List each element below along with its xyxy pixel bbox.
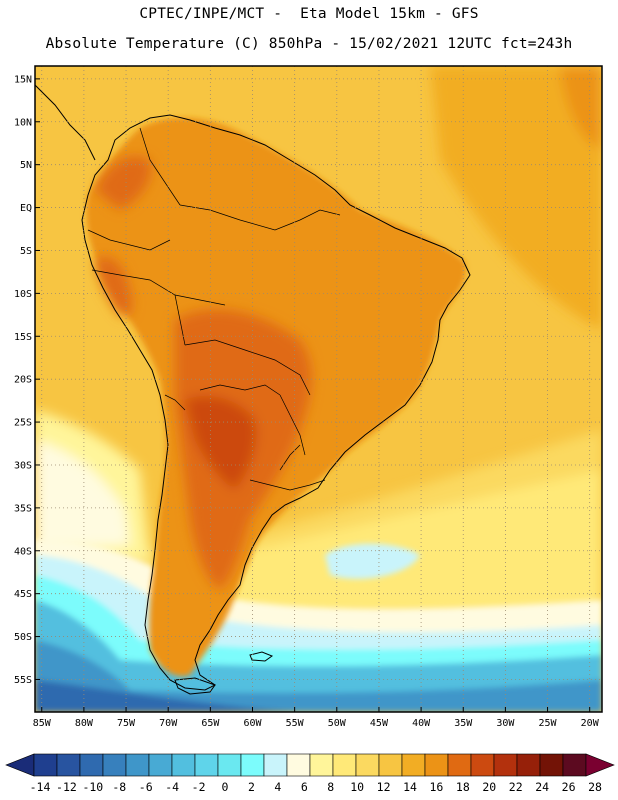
longitude-axis: 85W 80W 75W 70W 65W 60W 55W 50W 45W 40W 35W 30W 25W 2…	[33, 707, 600, 729]
lat-tick-label: 45S	[14, 589, 32, 600]
lat-tick-label: 25S	[14, 418, 32, 429]
lat-tick-label: 50S	[14, 632, 32, 643]
lat-tick-label: 5S	[20, 246, 32, 257]
lon-tick-label: 35W	[454, 718, 473, 729]
ocean-warm-ne	[430, 66, 602, 330]
colorbar-label: 4	[274, 780, 281, 794]
north-hot-spot	[95, 156, 151, 210]
cold-band-blue	[35, 640, 602, 712]
colorbar-label: 26	[562, 780, 576, 794]
colorbar-swatch	[217, 753, 242, 777]
colorbar-swatch	[125, 753, 150, 777]
ocean-orange-ne	[560, 66, 602, 150]
colorbar-swatch	[470, 753, 495, 777]
colorbar-label: 22	[509, 780, 523, 794]
lat-tick-label: 10S	[14, 289, 32, 300]
colorbar-label: -4	[165, 780, 179, 794]
falkland-islands	[249, 651, 274, 662]
cold-spot-atlantic	[325, 543, 420, 579]
colorbar-swatch	[424, 753, 449, 777]
colorbar-swatch	[493, 753, 518, 777]
lon-tick-label: 85W	[33, 718, 52, 729]
colorbar-label: 14	[403, 780, 417, 794]
colorbar-label: 18	[456, 780, 470, 794]
colorbar-swatch	[240, 753, 265, 777]
lat-tick-label: 40S	[14, 546, 32, 557]
lat-tick-label: 20S	[14, 375, 32, 386]
lon-tick-label: 45W	[370, 718, 389, 729]
temperature-colorbar: -14 -12 -10 -8 -6 -4 -2 0 2 4 6 8 10 12 14 16 18 20 22 24 26…	[5, 753, 615, 794]
map-title-line1: CPTEC/INPE/MCT - Eta Model 15km - GFS	[139, 6, 479, 22]
colorbar-swatch	[56, 753, 81, 777]
colorbar-swatch	[378, 753, 403, 777]
colorbar-label: -2	[192, 780, 206, 794]
colorbar-swatch	[332, 753, 357, 777]
colorbar-label: 12	[377, 780, 391, 794]
lon-tick-label: 70W	[159, 718, 178, 729]
colorbar-label: 16	[429, 780, 443, 794]
colorbar-swatch	[263, 753, 288, 777]
lon-tick-label: 20W	[581, 718, 600, 729]
colorbar-label: 20	[482, 780, 496, 794]
lat-lon-grid	[35, 66, 602, 712]
lon-tick-label: 25W	[539, 718, 558, 729]
colorbar-swatch	[194, 753, 219, 777]
lat-tick-label: EQ	[20, 203, 32, 214]
tierra-del-fuego	[174, 677, 216, 695]
colorbar-swatch	[401, 753, 426, 777]
colorbar-label: 28	[588, 780, 602, 794]
south-america-coastline	[81, 114, 471, 691]
lat-tick-label: 15S	[14, 332, 32, 343]
colorbar-swatch	[286, 753, 311, 777]
lat-tick-label: 10N	[14, 117, 32, 128]
colorbar-label: 0	[222, 780, 229, 794]
lon-tick-label: 80W	[75, 718, 94, 729]
lon-tick-label: 40W	[412, 718, 431, 729]
colorbar-label: -6	[139, 780, 153, 794]
colorbar-over-arrow	[585, 753, 615, 777]
lon-tick-label: 75W	[117, 718, 136, 729]
colorbar-label: 8	[327, 780, 334, 794]
colorbar-swatch	[562, 753, 587, 777]
lon-tick-label: 65W	[201, 718, 220, 729]
ocean-cream-west	[35, 440, 130, 550]
colorbar-swatch	[79, 753, 104, 777]
colorbar-swatch	[148, 753, 173, 777]
lat-tick-label: 15N	[14, 74, 32, 85]
lon-tick-label: 30W	[496, 718, 515, 729]
cold-band-deep	[35, 680, 300, 712]
colorbar-swatch	[171, 753, 196, 777]
colorbar-label: 2	[248, 780, 255, 794]
lat-tick-label: 30S	[14, 460, 32, 471]
colorbar-swatch	[447, 753, 472, 777]
lon-tick-label: 50W	[328, 718, 347, 729]
colorbar-label: -14	[30, 780, 51, 794]
continent-hot-core	[185, 396, 257, 490]
colorbar-swatch	[539, 753, 564, 777]
lat-tick-label: 55S	[14, 675, 32, 686]
colorbar-label: -12	[56, 780, 77, 794]
lat-tick-label: 35S	[14, 503, 32, 514]
map-title-line2: Absolute Temperature (C) 850hPa - 15/02/…	[45, 36, 573, 52]
central-america	[35, 84, 96, 161]
colorbar-swatch	[355, 753, 380, 777]
colorbar-label: -8	[112, 780, 126, 794]
lon-tick-label: 55W	[286, 718, 305, 729]
colorbar-swatch	[33, 753, 58, 777]
map-frame	[34, 65, 603, 713]
lat-tick-label: 5N	[20, 160, 32, 171]
colorbar-swatch	[102, 753, 127, 777]
colorbar-swatch	[309, 753, 334, 777]
map-field	[35, 66, 602, 712]
colorbar-label: 6	[301, 780, 308, 794]
colorbar-label: 10	[350, 780, 364, 794]
latitude-axis: 15N 10N 5N EQ 5S 10S 15S 20S 25S 30S 35S 40S 45S 50S 5…	[14, 74, 40, 686]
colorbar-swatch	[516, 753, 541, 777]
andes-hot-strip	[95, 256, 132, 317]
lon-tick-label: 60W	[243, 718, 262, 729]
colorbar-label: -10	[82, 780, 103, 794]
colorbar-under-arrow	[5, 753, 35, 777]
colorbar-label: 24	[535, 780, 549, 794]
